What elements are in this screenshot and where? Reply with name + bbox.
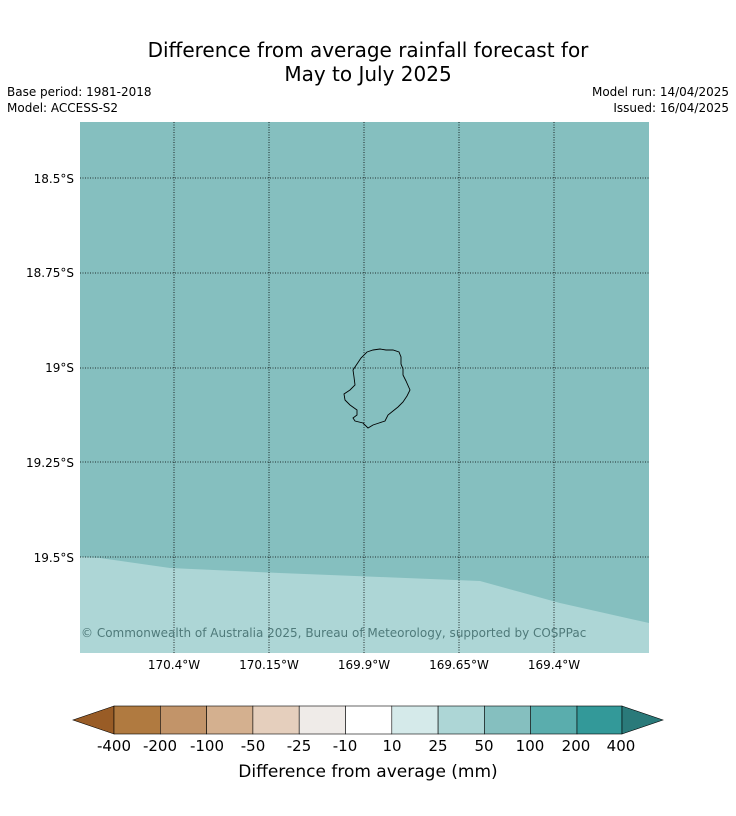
colorbar-segment <box>576 705 623 735</box>
colorbar-segment <box>484 705 531 735</box>
lat-label: 19.25°S <box>26 456 74 470</box>
copyright-notice: © Commonwealth of Australia 2025, Bureau… <box>81 626 586 640</box>
lat-label: 18.75°S <box>26 266 74 280</box>
colorbar-segment <box>298 705 346 735</box>
lat-label: 18.5°S <box>34 172 74 186</box>
gridlines <box>80 122 649 653</box>
colorbar-tick-label: 100 <box>515 737 545 755</box>
colorbar-tick-label: -200 <box>142 737 178 755</box>
meta-right: Model run: 14/04/2025 Issued: 16/04/2025 <box>592 84 729 116</box>
lon-label: 169.9°W <box>338 658 390 672</box>
model-run: Model run: 14/04/2025 <box>591 85 729 99</box>
lon-label: 169.65°W <box>429 658 489 672</box>
title-line-2: May to July 2025 <box>284 62 452 86</box>
colorbar-segment <box>160 705 207 735</box>
colorbar-segment <box>113 705 161 735</box>
colorbar-segment <box>252 705 300 735</box>
colorbar-segment <box>345 705 393 735</box>
lon-labels: 170.4°W 170.15°W 169.9°W 169.65°W 169.4°… <box>148 658 580 672</box>
lon-label: 169.4°W <box>528 658 580 672</box>
colorbar-tick-label: -100 <box>189 737 225 755</box>
colorbar-segment <box>206 705 254 735</box>
lon-label: 170.4°W <box>148 658 200 672</box>
model-name: Model: ACCESS-S2 <box>7 101 119 115</box>
colorbar-tick-label: 10 <box>382 737 402 755</box>
colorbar-segment <box>391 705 439 735</box>
map-title: Difference from average rainfall forecas… <box>0 38 736 86</box>
colorbar-tick-label: -25 <box>286 737 312 755</box>
colorbar-extend-left <box>72 705 115 735</box>
colorbar <box>72 705 664 735</box>
map-lower-region <box>80 557 649 653</box>
colorbar-tick-label: 50 <box>474 737 494 755</box>
island-coastline <box>343 348 411 429</box>
colorbar-tick-label: 200 <box>561 737 591 755</box>
colorbar-tick-label: 25 <box>428 737 448 755</box>
colorbar-tick-label: 400 <box>606 737 636 755</box>
lat-labels: 18.5°S 18.75°S 19°S 19.25°S 19.5°S <box>26 172 74 565</box>
title-line-1: Difference from average rainfall forecas… <box>147 38 589 62</box>
lat-label: 19.5°S <box>34 551 74 565</box>
issued-date: Issued: 16/04/2025 <box>613 101 729 115</box>
meta-left: Base period: 1981-2018 Model: ACCESS-S2 <box>7 84 152 116</box>
colorbar-tick-label: -50 <box>240 737 266 755</box>
colorbar-tick-label: -400 <box>96 737 132 755</box>
colorbar-segment <box>437 705 485 735</box>
colorbar-axis-label: Difference from average (mm) <box>238 762 498 782</box>
lat-label: 19°S <box>45 361 74 375</box>
lon-label: 170.15°W <box>239 658 299 672</box>
colorbar-segment <box>530 705 578 735</box>
colorbar-tick-label: -10 <box>332 737 358 755</box>
base-period: Base period: 1981-2018 <box>7 85 152 99</box>
colorbar-extend-right <box>621 705 664 735</box>
